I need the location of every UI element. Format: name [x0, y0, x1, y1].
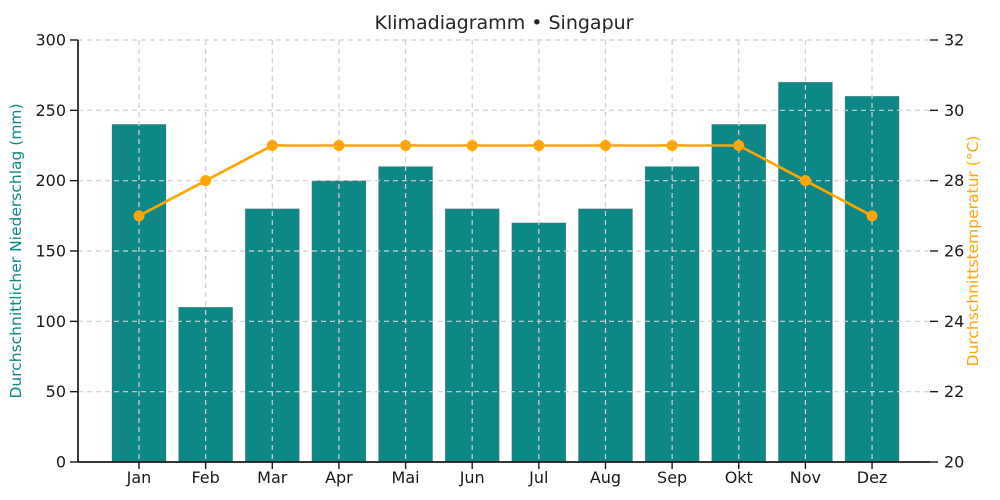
temp-point-jun	[466, 140, 478, 151]
temp-point-okt	[733, 140, 745, 151]
x-tick-label-mar: Mar	[257, 468, 288, 487]
gridlines	[78, 39, 930, 462]
x-tick-label-jun: Jun	[459, 468, 485, 487]
temperature-line-path	[137, 144, 874, 218]
tick-labels: 0 50 100 150 200 250 300 20 22 24 26 28 30 32 Jan Feb Ma…	[35, 31, 964, 488]
temp-point-jul	[533, 140, 545, 151]
temp-point-dez	[866, 210, 878, 222]
temp-point-mar	[266, 140, 278, 151]
temp-point-feb	[200, 175, 212, 187]
axes-spines-ticks	[70, 39, 938, 469]
x-tick-label-apr: Apr	[325, 468, 353, 487]
x-tick-label-dez: Dez	[857, 468, 888, 487]
temp-point-apr	[333, 140, 345, 151]
right-tick-label: 24	[944, 312, 964, 331]
temp-point-aug	[599, 140, 611, 151]
right-tick-label: 30	[944, 101, 964, 120]
temp-point-jan	[133, 210, 145, 222]
x-tick-label-sep: Sep	[657, 468, 687, 487]
temperature-series	[133, 140, 878, 222]
temp-point-nov	[799, 175, 811, 187]
x-tick-label-aug: Aug	[590, 468, 621, 487]
x-tick-label-feb: Feb	[191, 468, 219, 487]
right-tick-label: 26	[944, 242, 964, 261]
left-tick-label: 50	[46, 382, 66, 401]
right-tick-label: 20	[944, 453, 964, 472]
left-tick-label: 250	[35, 101, 66, 120]
chart-title: Klimadiagramm • Singapur	[375, 12, 634, 34]
bar-aug	[578, 208, 633, 463]
right-tick-label: 28	[944, 171, 964, 190]
x-tick-label-jan: Jan	[126, 468, 152, 487]
right-tick-label: 32	[944, 31, 964, 50]
bar-nov	[778, 81, 833, 463]
left-tick-label: 100	[35, 312, 66, 331]
left-tick-label: 150	[35, 242, 66, 261]
x-tick-label-okt: Okt	[725, 468, 753, 487]
temp-point-sep	[666, 140, 678, 151]
left-tick-label: 200	[35, 171, 66, 190]
bar-mar	[244, 208, 300, 463]
left-tick-label: 300	[35, 31, 66, 50]
temp-point-mai	[400, 140, 412, 151]
x-tick-label-jul: Jul	[528, 468, 548, 487]
precipitation-bars	[111, 81, 900, 463]
x-tick-label-mai: Mai	[392, 468, 420, 487]
right-tick-label: 22	[944, 382, 964, 401]
x-tick-label-nov: Nov	[790, 468, 821, 487]
right-axis-title: Durchschnittstemperatur (°C)	[964, 136, 982, 367]
left-tick-label: 0	[56, 453, 66, 472]
left-axis-title: Durchschnittlicher Niederschlag (mm)	[7, 103, 25, 398]
bar-jun	[444, 208, 500, 463]
